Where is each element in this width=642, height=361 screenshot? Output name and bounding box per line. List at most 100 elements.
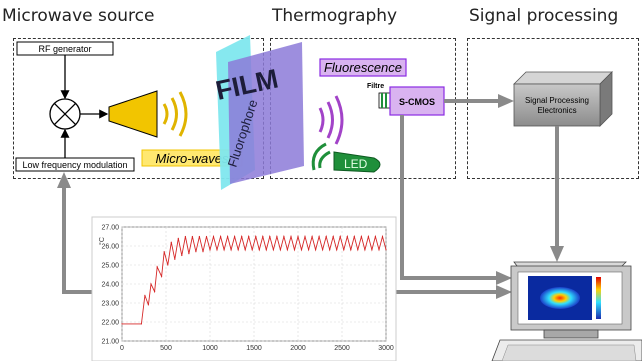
chart-grid (121, 226, 387, 342)
chart-y-ticks: 21.00 22.00 23.00 24.00 25.00 26.00 27.00 (101, 225, 119, 346)
signal-processing-label-line1: Signal Processing (525, 96, 589, 105)
s-cmos-label: S-CMOS (399, 97, 435, 107)
chart-data-point (272, 249, 274, 251)
chart-data-point (357, 249, 359, 251)
chart-x-ticks: 0 500 1000 1500 2000 2500 3000 (120, 345, 394, 352)
low-frequency-modulation-label: Low frequency modulation (22, 160, 127, 170)
chart-data-point (276, 235, 278, 238)
chart-data-point (325, 235, 327, 238)
chart-data-point (315, 249, 317, 251)
chart-data-point (195, 251, 197, 253)
chart-data-point (227, 235, 229, 238)
chart-y-tick-label: 23.00 (101, 301, 119, 308)
chart-data-point (293, 249, 296, 251)
chart-data-point (140, 323, 142, 325)
s-cmos-camera (389, 86, 445, 116)
chart-data-point (154, 291, 156, 293)
section-title-thermography: Thermography (272, 6, 398, 26)
fluorescence-label: Fluorescence (324, 60, 402, 75)
chart-data-point (144, 294, 146, 296)
chart-data-point (191, 235, 193, 238)
chart-y-tick-label: 26.00 (101, 244, 119, 251)
fluorescence-emission-icon (318, 95, 344, 145)
chart-data-point (177, 237, 179, 239)
chart-data-point (156, 266, 158, 268)
chart-data-point (339, 235, 341, 238)
fluorophore-layer (228, 42, 304, 184)
chart-data-point (346, 235, 348, 238)
low-frequency-modulation-box (15, 157, 135, 172)
chart-data-point (308, 249, 310, 251)
mixer-icon (49, 98, 81, 130)
chart-data-point (378, 249, 380, 251)
chart-x-tick-label: 0 (120, 345, 124, 352)
horn-antenna-icon (108, 90, 158, 138)
chart-data-point (381, 235, 384, 238)
chart-data-point (209, 249, 211, 251)
chart-data-point (360, 235, 362, 238)
chart-y-tick-label: 27.00 (101, 225, 119, 232)
chart-x-tick-label: 1500 (246, 345, 262, 352)
signal-processing-electronics-box (513, 71, 613, 127)
chart-data-point (170, 241, 172, 243)
led-icon (333, 151, 381, 173)
chart-data-point (371, 249, 373, 251)
chart-data-point (336, 249, 338, 251)
chart-data-point (163, 251, 165, 253)
chart-data-point (234, 235, 236, 238)
filtre-label: Filtre (367, 83, 384, 90)
chart-data-point (181, 254, 183, 257)
chart-data-point (205, 235, 208, 238)
chart-series (121, 234, 387, 325)
chart-data-point (174, 258, 176, 260)
chart-data-point (161, 275, 163, 277)
chart-data-point (248, 235, 250, 238)
chart-data-point (332, 235, 334, 238)
chart-series-line (122, 234, 387, 325)
chart-x-tick-label: 2000 (290, 345, 306, 352)
chart-data-point (300, 249, 303, 251)
chart-data-point (367, 235, 369, 238)
chart-to-computer-arrowhead (496, 285, 512, 299)
camera-to-computer-arrowhead (496, 271, 512, 285)
chart-data-point (198, 235, 200, 238)
chart-data-point (262, 235, 264, 238)
camera-to-computer-arrow (400, 115, 498, 280)
chart-data-point (241, 235, 243, 238)
thermal-colorbar (596, 277, 601, 319)
chart-data-point (304, 235, 306, 238)
chart-y-tick-label: 25.00 (101, 263, 119, 270)
chart-data-point (322, 249, 324, 251)
rf-generator-label: RF generator (38, 44, 91, 54)
chart-x-tick-label: 3000 (378, 345, 394, 352)
chart-data-point (353, 235, 355, 238)
micro-waves-label: Micro-waves (156, 151, 229, 166)
led-emission-icon (311, 142, 331, 171)
fluorescence-label-box (319, 58, 407, 77)
processing-to-computer-arrowhead (550, 246, 564, 262)
chart-data-point (167, 264, 169, 266)
chart-data-point (184, 235, 186, 238)
chart-data-point (230, 249, 232, 251)
chart-x-tick-label: 2500 (334, 345, 350, 352)
led-label: LED (344, 157, 368, 171)
chart-y-tick-label: 24.00 (101, 282, 119, 289)
chart-data-point (290, 235, 292, 238)
chart-data-point (311, 235, 313, 238)
chart-data-point (212, 235, 215, 238)
chart-to-modulation-arrow (62, 186, 92, 294)
camera-to-processing-arrowhead (498, 94, 514, 108)
thermal-hotspot (540, 287, 580, 309)
chart-data-point (283, 235, 285, 238)
chart-data-point (279, 249, 281, 251)
chart-data-point (343, 249, 345, 251)
chart-data-point (244, 249, 246, 251)
chart-data-point (286, 249, 288, 251)
chart-data-point (216, 249, 218, 251)
chart-data-point (329, 249, 331, 251)
chart-to-modulation-arrowhead (57, 172, 71, 188)
chart-x-tick-label: 1000 (202, 345, 218, 352)
chart-data-point (385, 249, 387, 251)
chart-data-point (223, 249, 225, 251)
signal-processing-label-line2: Electronics (537, 106, 576, 115)
